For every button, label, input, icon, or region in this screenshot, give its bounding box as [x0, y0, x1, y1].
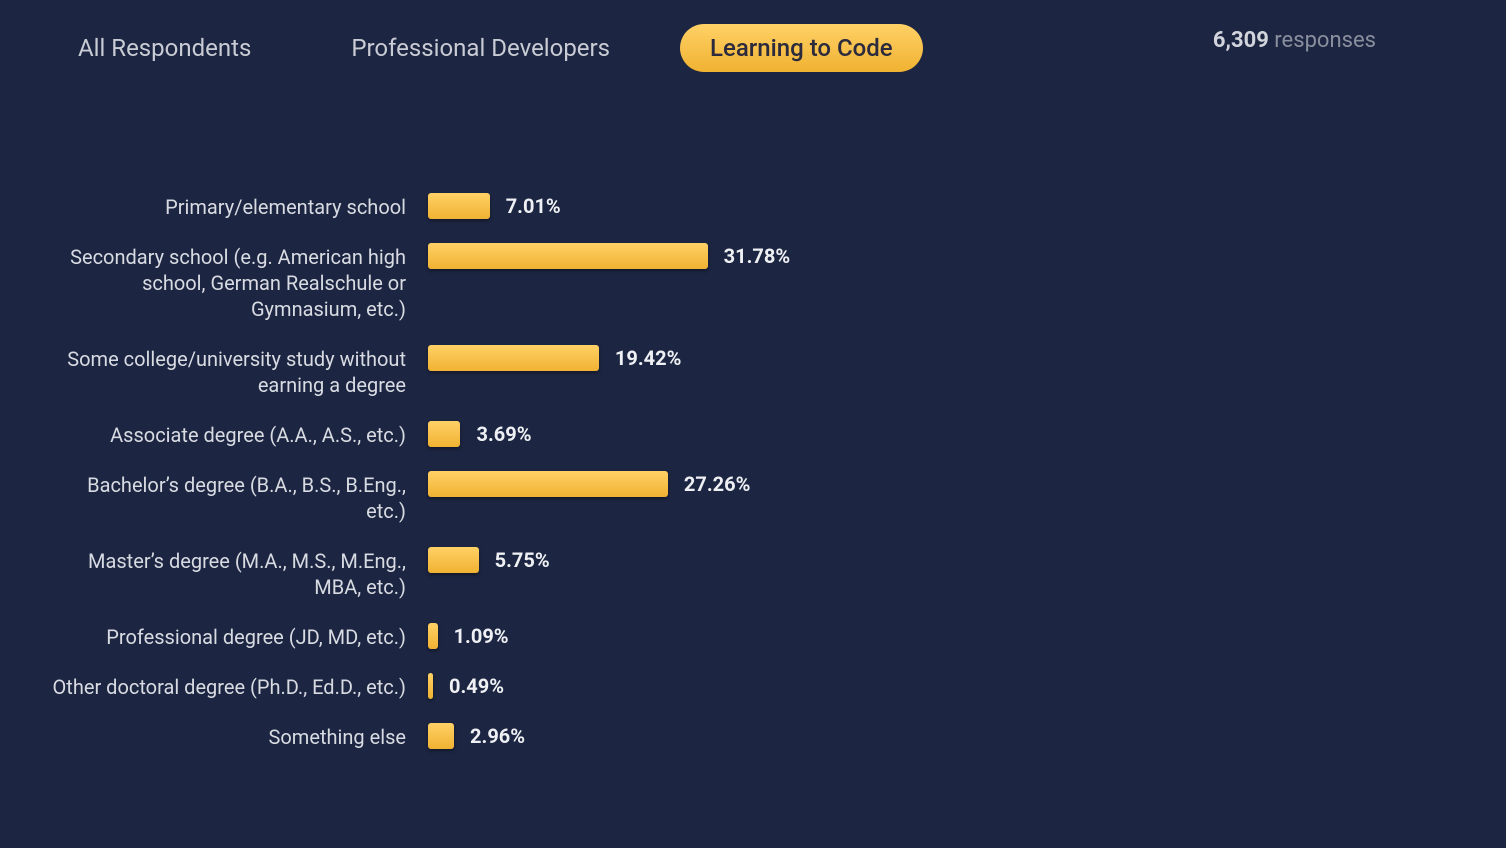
chart-row: Professional degree (JD, MD, etc.) 1.09%: [48, 622, 1506, 650]
chart-bar-area: 7.01%: [428, 192, 1506, 220]
chart-bar-area: 1.09%: [428, 622, 1506, 650]
chart-row: Primary/elementary school 7.01%: [48, 192, 1506, 220]
chart-bar-area: 2.96%: [428, 722, 1506, 750]
chart-row-label: Bachelor’s degree (B.A., B.S., B.Eng., e…: [48, 470, 428, 524]
chart-value: 0.49%: [449, 674, 504, 698]
chart-bar: [428, 723, 454, 749]
response-count-number: 6,309: [1213, 28, 1269, 53]
chart-row: Master’s degree (M.A., M.S., M.Eng., MBA…: [48, 546, 1506, 600]
chart-row-label: Something else: [48, 722, 428, 750]
tab-learning-to-code[interactable]: Learning to Code: [680, 24, 923, 72]
chart-row: Associate degree (A.A., A.S., etc.) 3.69%: [48, 420, 1506, 448]
chart-bar-area: 3.69%: [428, 420, 1506, 448]
chart-bar: [428, 623, 438, 649]
tab-all-respondents[interactable]: All Respondents: [48, 24, 281, 72]
chart-bar-area: 5.75%: [428, 546, 1506, 574]
chart-bar-area: 27.26%: [428, 470, 1506, 498]
chart-value: 3.69%: [476, 422, 531, 446]
tab-professional-developers[interactable]: Professional Developers: [321, 24, 640, 72]
chart-container: All Respondents Professional Developers …: [0, 0, 1506, 848]
chart-row: Bachelor’s degree (B.A., B.S., B.Eng., e…: [48, 470, 1506, 524]
chart-bar: [428, 547, 479, 573]
chart-bar: [428, 243, 708, 269]
chart-bar: [428, 421, 460, 447]
chart-value: 19.42%: [615, 346, 681, 370]
chart-row-label: Master’s degree (M.A., M.S., M.Eng., MBA…: [48, 546, 428, 600]
chart-bar-area: 31.78%: [428, 242, 1506, 270]
chart-value: 2.96%: [470, 724, 525, 748]
response-count-label: responses: [1274, 28, 1376, 53]
chart-value: 31.78%: [724, 244, 790, 268]
chart-value: 27.26%: [684, 472, 750, 496]
chart-bar-area: 0.49%: [428, 672, 1506, 700]
chart-value: 7.01%: [506, 194, 561, 218]
chart-row-label: Other doctoral degree (Ph.D., Ed.D., etc…: [48, 672, 428, 700]
chart-row: Something else 2.96%: [48, 722, 1506, 750]
chart-row-label: Primary/elementary school: [48, 192, 428, 220]
chart-value: 1.09%: [454, 624, 509, 648]
response-count: 6,309 responses: [1213, 28, 1376, 53]
chart-bar: [428, 193, 490, 219]
chart-bar-area: 19.42%: [428, 344, 1506, 372]
chart-bar: [428, 345, 599, 371]
chart-row: Some college/university study without ea…: [48, 344, 1506, 398]
chart-value: 5.75%: [495, 548, 550, 572]
chart-bar: [428, 471, 668, 497]
chart-row-label: Secondary school (e.g. American high sch…: [48, 242, 428, 322]
chart-row-label: Professional degree (JD, MD, etc.): [48, 622, 428, 650]
chart-row: Secondary school (e.g. American high sch…: [48, 242, 1506, 322]
bar-chart: Primary/elementary school 7.01% Secondary …: [0, 192, 1506, 750]
chart-row-label: Associate degree (A.A., A.S., etc.): [48, 420, 428, 448]
chart-row: Other doctoral degree (Ph.D., Ed.D., etc…: [48, 672, 1506, 700]
chart-row-label: Some college/university study without ea…: [48, 344, 428, 398]
chart-bar: [428, 673, 433, 699]
